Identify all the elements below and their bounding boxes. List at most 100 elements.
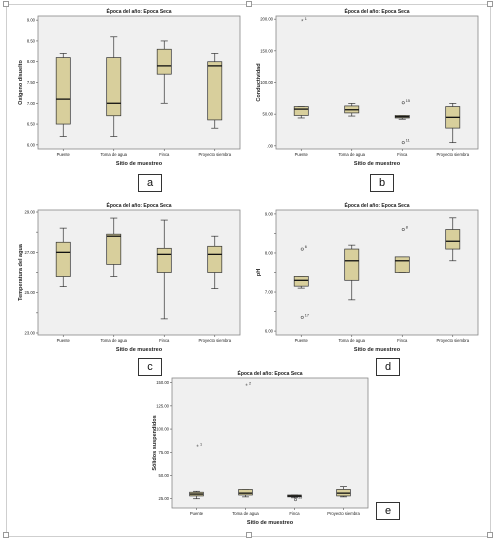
box-puente: [189, 490, 204, 500]
outlier-label: 2: [249, 381, 251, 385]
boxplot-chart-ph: Época del año: Epoca Seca 6.00 7.00 8.00 9.0…: [254, 200, 482, 353]
x-tick-label: Proyecto siembra: [436, 338, 469, 343]
outlier-circle: [401, 228, 405, 232]
x-tick-label: Proyecto siembra: [198, 338, 231, 343]
iqr-box: [394, 256, 410, 273]
x-tick-label: Toma de agua: [100, 152, 127, 157]
y-tick-label: 8.00: [265, 250, 274, 255]
frame-right: [490, 4, 491, 536]
outlier-label: 8: [406, 226, 408, 230]
x-tick-label: Finca: [397, 152, 408, 157]
box-proyecto-siembra: [445, 217, 461, 262]
outlier-star: *: [301, 20, 304, 26]
box-proyecto-siembra: [207, 235, 223, 289]
chart-title: Época del año: Epoca Seca: [106, 7, 171, 15]
y-tick-label: 7.50: [27, 80, 36, 85]
outlier-label: 11: [406, 139, 410, 143]
x-tick-label: Finca: [159, 338, 170, 343]
y-tick-label: 6.00: [27, 142, 36, 147]
box-proyecto-siembra: [336, 486, 351, 498]
y-tick-label: 25.00: [159, 496, 170, 501]
x-axis-label: Sitio de muestreo: [116, 161, 163, 167]
y-tick-label: 100.00: [156, 427, 169, 432]
iqr-box: [207, 245, 223, 273]
y-tick-label: 25.00: [25, 290, 36, 295]
x-tick-label: Finca: [159, 152, 170, 157]
box-proyecto-siembra: [207, 53, 223, 129]
y-tick-label: 100.00: [260, 80, 273, 85]
y-tick-label: 75.00: [159, 450, 170, 455]
iqr-box: [106, 233, 122, 265]
y-tick-label: 9.00: [265, 211, 274, 216]
y-axis-label: Conductividad: [256, 63, 262, 101]
y-tick-label: .00: [267, 143, 273, 148]
y-tick-label: 8.00: [27, 59, 36, 64]
y-axis-label: Oxígeno disuelto: [18, 60, 24, 105]
chart-svg: Época del año: Epoca Seca .00 50.00 100.00 1…: [256, 7, 479, 167]
plot-area: [275, 209, 479, 336]
x-tick-label: Puente: [295, 152, 309, 157]
x-axis-label: Sitio de muestreo: [247, 520, 294, 526]
boxplot-chart-oxigeno: Época del año: Epoca Seca 6.00 6.50 7.00 7.5…: [16, 6, 244, 167]
chart-title: Época del año: Epoca Seca: [237, 369, 302, 377]
box-finca: [394, 115, 410, 120]
box-proyecto-siembra: [445, 103, 461, 144]
y-axis-label: Sólidos suspendidos: [152, 415, 158, 470]
panel-label-c: c: [138, 358, 162, 376]
iqr-box: [156, 247, 172, 273]
iqr-box: [238, 489, 253, 496]
iqr-box: [207, 61, 223, 121]
outlier-star: *: [245, 384, 248, 390]
y-tick-label: 7.00: [27, 101, 36, 106]
boxplot-chart-solidos: Época del año: Epoca Seca 25.00 50.00 75.00…: [146, 368, 370, 526]
outlier-label: 17: [305, 313, 309, 317]
plot-area: [275, 15, 479, 150]
x-tick-label: Finca: [397, 338, 408, 343]
y-tick-label: 7.00: [265, 290, 274, 295]
iqr-box: [445, 229, 461, 250]
x-axis-label: Sitio de muestreo: [354, 347, 401, 353]
outlier-star: *: [196, 445, 199, 451]
outlier-label: 15: [406, 99, 410, 103]
outlier-circle: [300, 315, 304, 319]
x-axis-label: Sitio de muestreo: [116, 347, 163, 353]
frame-handle: [246, 1, 252, 7]
box-toma-de-agua: [106, 217, 122, 277]
y-tick-label: 150.00: [260, 48, 273, 53]
y-tick-label: 125.00: [156, 403, 169, 408]
box-puente: [293, 106, 309, 119]
x-tick-label: Puente: [57, 152, 71, 157]
box-puente: [55, 227, 71, 287]
plot-area: [171, 377, 369, 509]
x-tick-label: Puente: [57, 338, 71, 343]
outlier-label: 1: [200, 443, 202, 447]
iqr-box: [293, 106, 309, 116]
y-tick-label: 27.00: [25, 250, 36, 255]
y-tick-label: 50.00: [263, 112, 274, 117]
iqr-box: [106, 57, 122, 117]
iqr-box: [293, 276, 309, 287]
x-tick-label: Finca: [289, 511, 300, 516]
frame-handle: [487, 532, 493, 538]
chart-title: Época del año: Epoca Seca: [344, 7, 409, 15]
chart-title: Época del año: Epoca Seca: [106, 201, 171, 209]
x-tick-label: Toma de agua: [232, 511, 259, 516]
box-puente: [293, 276, 309, 289]
boxplot-chart-temperatura: Época del año: Epoca Seca 23.00 25.00 27.00…: [16, 200, 244, 353]
boxplot-chart-conductividad: Época del año: Epoca Seca .00 50.00 100.00 1…: [254, 6, 482, 167]
plot-area: [37, 209, 241, 336]
outlier-label: 1: [305, 17, 307, 21]
frame-left: [6, 4, 7, 536]
box-finca: [156, 219, 172, 320]
panel-label-e: e: [376, 502, 400, 520]
outlier-circle: [300, 247, 304, 251]
frame-handle: [246, 532, 252, 538]
x-tick-label: Proyecto siembra: [327, 511, 360, 516]
chart-svg: Época del año: Epoca Seca 23.00 25.00 27.00…: [18, 201, 241, 353]
iqr-box: [156, 48, 172, 75]
box-finca: [156, 40, 172, 104]
iqr-box: [55, 57, 71, 125]
box-finca: [287, 494, 302, 499]
plot-area: [37, 15, 241, 150]
box-toma-de-agua: [344, 244, 360, 301]
